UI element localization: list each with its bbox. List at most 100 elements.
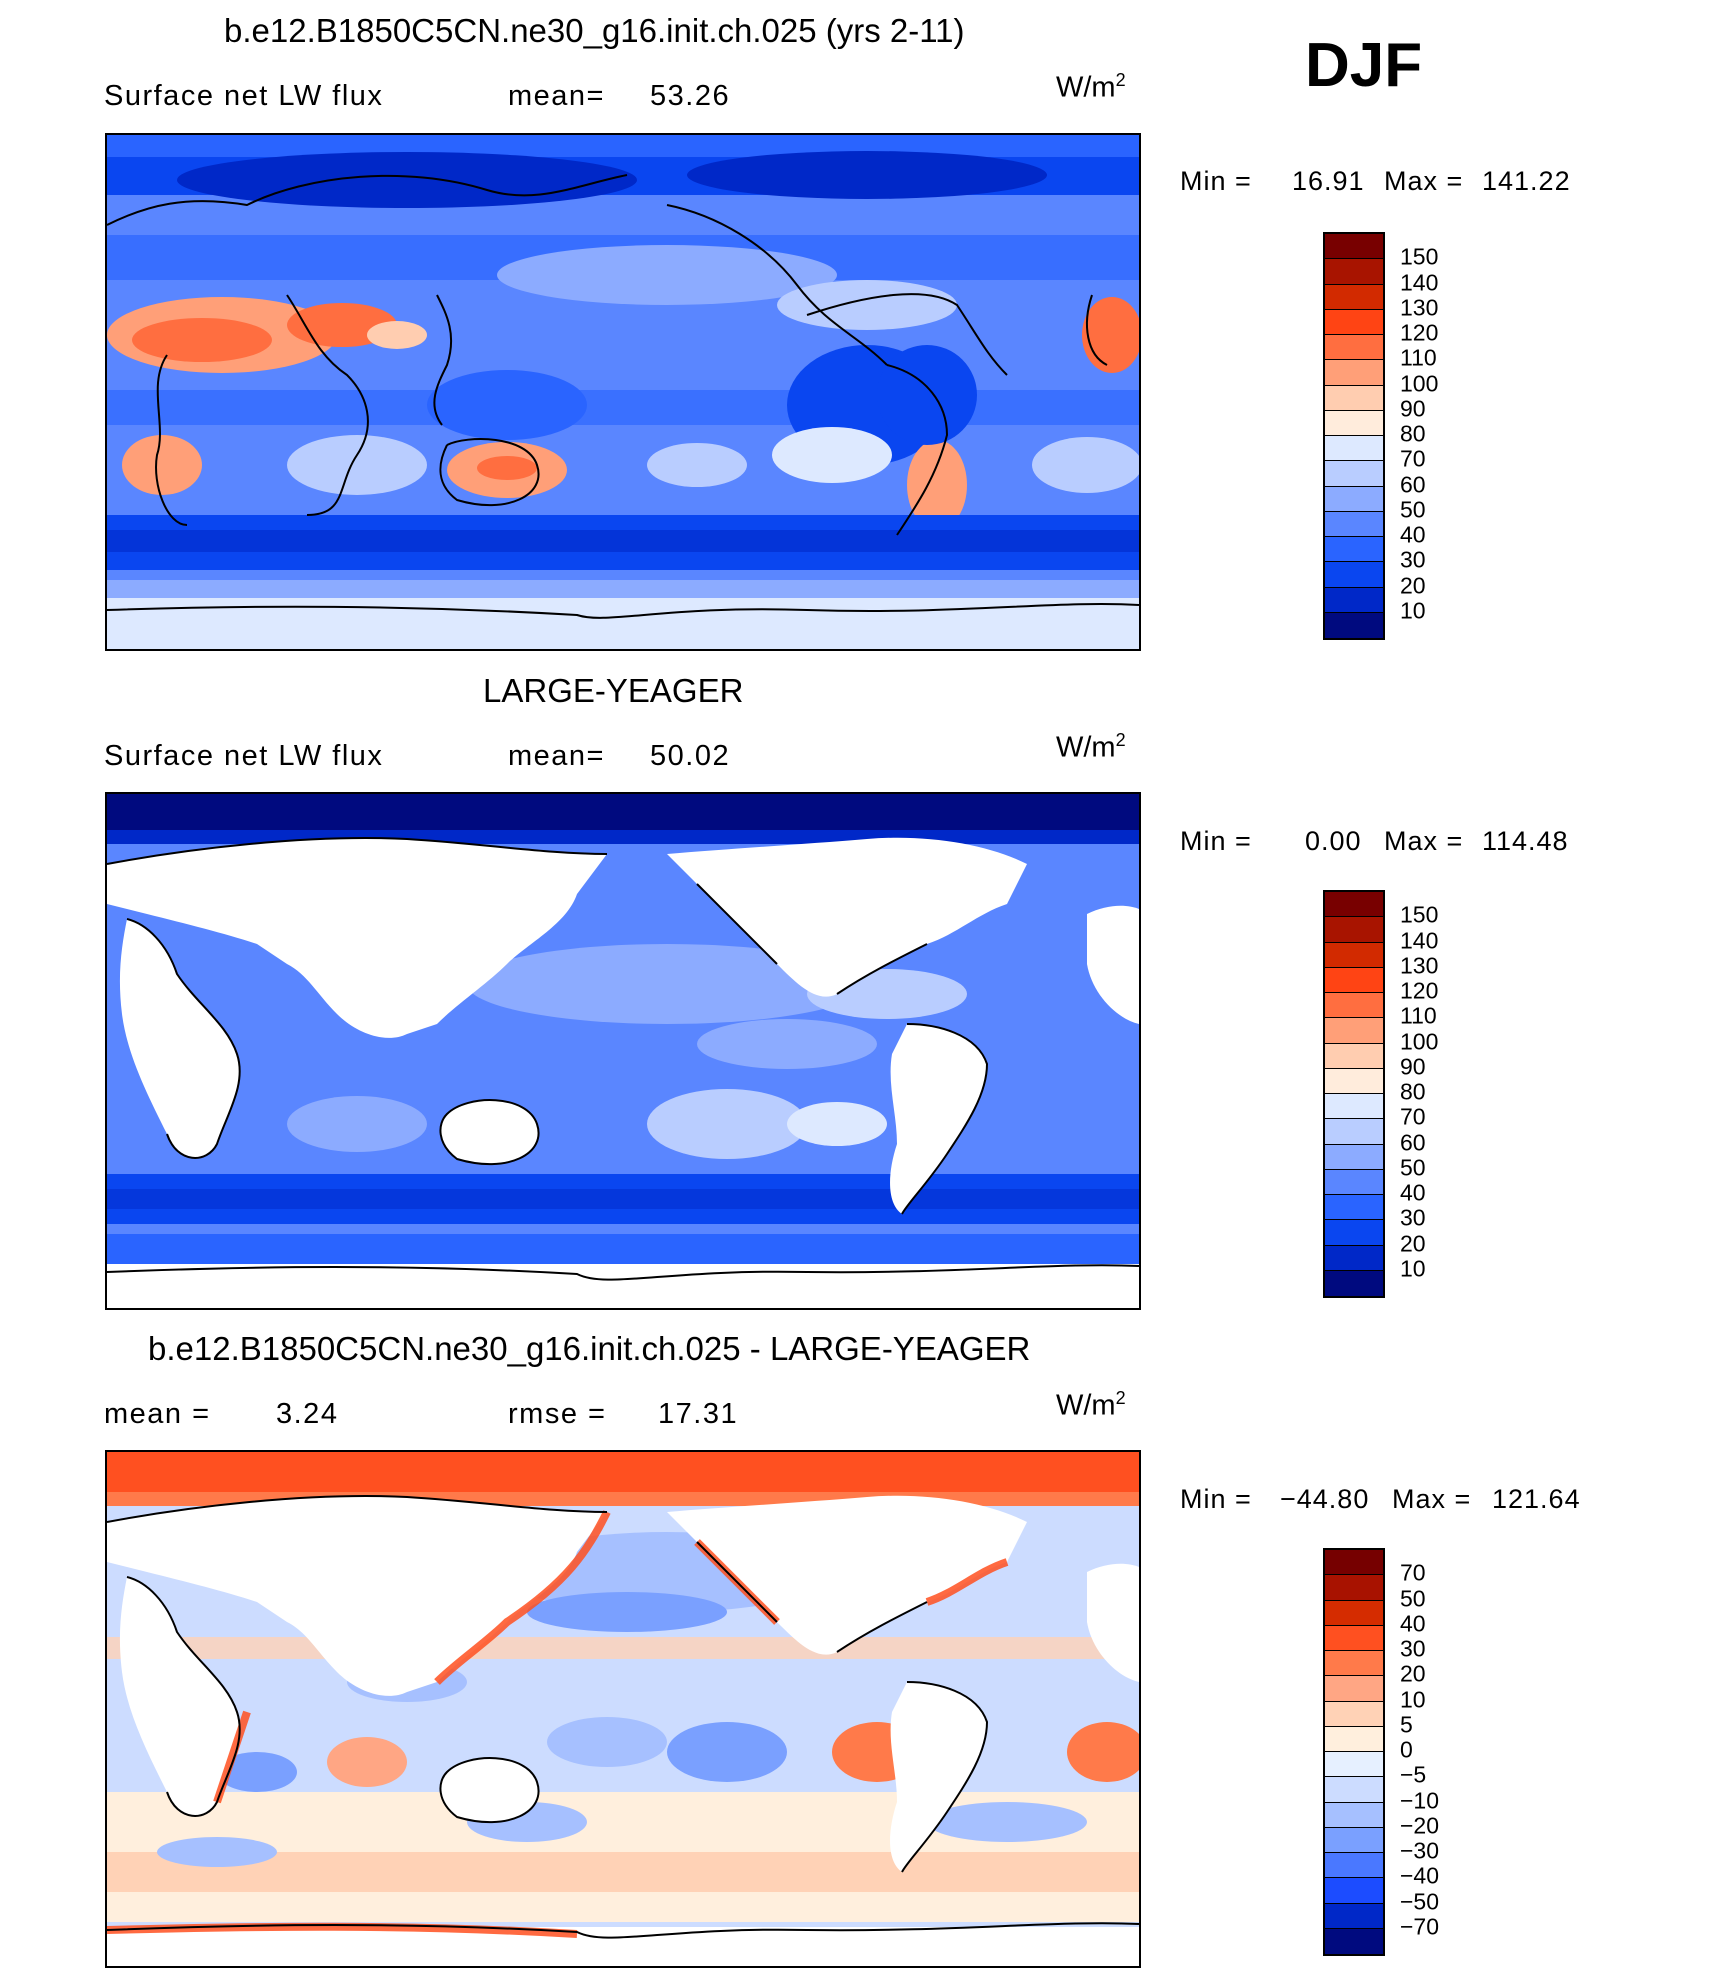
colorbar-label: 20 bbox=[1400, 1660, 1426, 1687]
panel1-mean-value: 53.26 bbox=[650, 80, 731, 112]
panel3-title: b.e12.B1850C5CN.ne30_g16.init.ch.025 - L… bbox=[148, 1330, 1031, 1367]
colorbar-swatch bbox=[1325, 335, 1383, 361]
panel1-variable-label: Surface net LW flux bbox=[104, 80, 384, 112]
panel2-min-value: 0.00 bbox=[1305, 826, 1362, 856]
colorbar-swatch bbox=[1325, 1195, 1383, 1221]
colorbar-swatch bbox=[1325, 385, 1383, 411]
panel3-rmse-label: rmse = bbox=[508, 1398, 607, 1430]
panel2-units: W/m2 bbox=[1056, 730, 1126, 764]
panel3-max-label: Max = bbox=[1392, 1484, 1472, 1514]
colorbar-swatch bbox=[1325, 410, 1383, 436]
panel2-colorbar bbox=[1323, 890, 1385, 1298]
colorbar-swatch bbox=[1325, 1169, 1383, 1195]
colorbar-swatch bbox=[1325, 1777, 1383, 1803]
colorbar-label: 40 bbox=[1400, 1610, 1426, 1637]
colorbar-label: 110 bbox=[1400, 1002, 1437, 1029]
colorbar-label: 60 bbox=[1400, 471, 1426, 497]
colorbar-label: 30 bbox=[1400, 546, 1426, 573]
colorbar-label: −10 bbox=[1400, 1787, 1440, 1813]
panel3-mean-value: 3.24 bbox=[276, 1398, 339, 1430]
colorbar-label: 50 bbox=[1400, 1585, 1426, 1611]
colorbar-swatch bbox=[1325, 1651, 1383, 1677]
colorbar-swatch bbox=[1325, 1928, 1383, 1954]
colorbar-swatch bbox=[1325, 436, 1383, 462]
colorbar-label: 40 bbox=[1400, 521, 1426, 548]
colorbar-swatch bbox=[1325, 892, 1383, 918]
colorbar-label: 150 bbox=[1400, 243, 1439, 270]
colorbar-swatch bbox=[1325, 1550, 1383, 1576]
colorbar-label: 5 bbox=[1400, 1711, 1413, 1738]
colorbar-label: 70 bbox=[1400, 1103, 1426, 1130]
colorbar-label: 10 bbox=[1400, 1255, 1426, 1282]
colorbar-label: 130 bbox=[1400, 294, 1439, 321]
panel2-map bbox=[105, 792, 1141, 1310]
colorbar-swatch bbox=[1325, 1600, 1383, 1626]
colorbar-swatch bbox=[1325, 537, 1383, 563]
colorbar-swatch bbox=[1325, 1144, 1383, 1170]
colorbar-label: 50 bbox=[1400, 496, 1426, 523]
colorbar-swatch bbox=[1325, 1726, 1383, 1752]
panel1-max-label: Max = bbox=[1384, 166, 1464, 196]
panel2-variable-label: Surface net LW flux bbox=[104, 740, 384, 772]
colorbar-label: 90 bbox=[1400, 395, 1426, 422]
colorbar-label: 10 bbox=[1400, 597, 1426, 624]
colorbar-swatch bbox=[1325, 1018, 1383, 1044]
colorbar-label: −40 bbox=[1400, 1862, 1440, 1889]
colorbar-swatch bbox=[1325, 1220, 1383, 1246]
colorbar-swatch bbox=[1325, 360, 1383, 386]
colorbar-swatch bbox=[1325, 259, 1383, 285]
panel2-max-label: Max = bbox=[1384, 826, 1464, 856]
colorbar-swatch bbox=[1325, 1701, 1383, 1727]
panel2-max-value: 114.48 bbox=[1482, 826, 1569, 856]
colorbar-swatch bbox=[1325, 1827, 1383, 1853]
panel3-rmse-value: 17.31 bbox=[658, 1398, 739, 1430]
colorbar-swatch bbox=[1325, 612, 1383, 638]
colorbar-swatch bbox=[1325, 309, 1383, 335]
colorbar-label: 40 bbox=[1400, 1179, 1426, 1206]
panel1-mean-label: mean= bbox=[508, 80, 605, 112]
panel3-mean-label: mean = bbox=[104, 1398, 211, 1430]
colorbar-swatch bbox=[1325, 1043, 1383, 1069]
colorbar-swatch bbox=[1325, 1094, 1383, 1120]
colorbar-swatch bbox=[1325, 1802, 1383, 1828]
colorbar-swatch bbox=[1325, 993, 1383, 1019]
colorbar-swatch bbox=[1325, 1752, 1383, 1778]
panel2-mean-value: 50.02 bbox=[650, 740, 731, 772]
colorbar-swatch bbox=[1325, 967, 1383, 993]
colorbar-label: −5 bbox=[1400, 1761, 1427, 1788]
colorbar-label: 140 bbox=[1400, 269, 1439, 295]
colorbar-swatch bbox=[1325, 1676, 1383, 1702]
panel2-title: LARGE-YEAGER bbox=[483, 672, 744, 709]
colorbar-label: −70 bbox=[1400, 1913, 1440, 1940]
panel2-mean-label: mean= bbox=[508, 740, 605, 772]
colorbar-label: 140 bbox=[1400, 927, 1439, 953]
panel1-colorbar bbox=[1323, 232, 1385, 640]
panel3-min-label: Min = bbox=[1180, 1484, 1252, 1514]
colorbar-swatch bbox=[1325, 1270, 1383, 1296]
panel3-units: W/m2 bbox=[1056, 1388, 1126, 1422]
colorbar-swatch bbox=[1325, 511, 1383, 537]
colorbar-swatch bbox=[1325, 1575, 1383, 1601]
colorbar-label: 10 bbox=[1400, 1686, 1426, 1712]
colorbar-label: −20 bbox=[1400, 1812, 1440, 1839]
colorbar-swatch bbox=[1325, 461, 1383, 487]
colorbar-label: 100 bbox=[1400, 370, 1439, 396]
colorbar-swatch bbox=[1325, 1853, 1383, 1879]
colorbar-label: 0 bbox=[1400, 1736, 1413, 1763]
colorbar-swatch bbox=[1325, 1245, 1383, 1271]
colorbar-label: 120 bbox=[1400, 319, 1439, 346]
colorbar-label: 30 bbox=[1400, 1635, 1426, 1662]
panel1-units: W/m2 bbox=[1056, 70, 1126, 104]
panel1-max-value: 141.22 bbox=[1482, 166, 1571, 196]
panel3-map bbox=[105, 1450, 1141, 1968]
colorbar-label: 80 bbox=[1400, 1078, 1426, 1105]
colorbar-label: 100 bbox=[1400, 1028, 1439, 1054]
colorbar-label: 70 bbox=[1400, 1559, 1426, 1586]
panel1-min-label: Min = bbox=[1180, 166, 1252, 196]
colorbar-swatch bbox=[1325, 942, 1383, 968]
colorbar-label: −30 bbox=[1400, 1837, 1440, 1864]
season-label: DJF bbox=[1305, 31, 1423, 100]
colorbar-swatch bbox=[1325, 1878, 1383, 1904]
colorbar-label: 70 bbox=[1400, 445, 1426, 472]
colorbar-label: 50 bbox=[1400, 1154, 1426, 1181]
